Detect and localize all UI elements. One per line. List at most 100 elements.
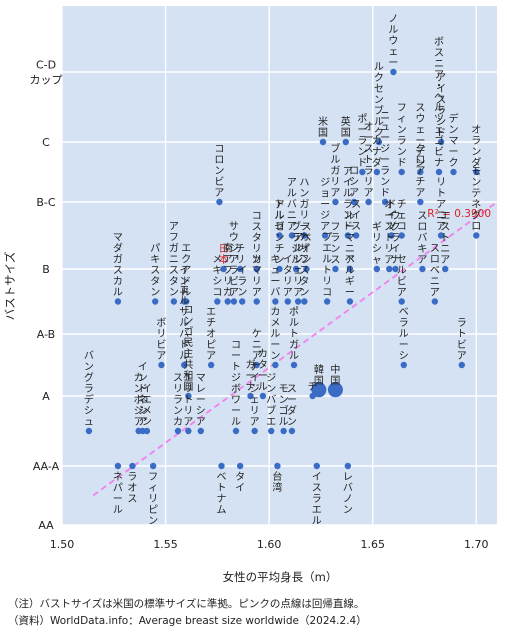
point-label: インドネシア — [138, 362, 148, 428]
point-label: タイ — [235, 471, 245, 494]
data-point — [288, 232, 296, 239]
point-label: イラン — [237, 266, 247, 299]
point-label: スペイン — [301, 222, 311, 266]
data-point — [236, 462, 244, 470]
point-label: マダガスカル — [113, 233, 123, 299]
point-label: カンボジア — [134, 372, 144, 428]
chart-notes: （注）バストサイズは米国の標準サイズに準拠。ピンクの点線は回帰直線。 （資料）W… — [8, 596, 503, 630]
point-label: フランス — [330, 222, 340, 266]
plot-area — [62, 6, 497, 525]
point-label: スイス — [351, 200, 361, 233]
x-axis-title: 女性の平均身長（m） — [223, 570, 338, 584]
data-point — [431, 298, 439, 305]
point-label: イタリア — [283, 255, 293, 299]
point-label: エチオピア — [206, 307, 216, 362]
data-point — [323, 298, 331, 305]
point-label: チェコ — [397, 199, 407, 233]
point-label: フィリピン — [148, 472, 158, 527]
data-point — [290, 361, 298, 369]
data-point — [276, 265, 283, 273]
point-label: スウェーデン — [415, 103, 425, 169]
point-label: ベトナム — [217, 471, 227, 516]
point-label: ボリビア — [156, 317, 166, 362]
point-label: モンテネグロ — [471, 167, 481, 233]
point-label: カナダ — [372, 135, 382, 169]
data-point — [139, 427, 146, 435]
data-point — [350, 198, 358, 206]
point-label: ブルガリア — [330, 142, 340, 199]
point-label: アイルランド — [343, 167, 353, 233]
y-tick-label: B-C — [36, 196, 56, 209]
point-label: ケニア — [252, 328, 262, 362]
data-point — [381, 198, 389, 206]
point-label: セルビア — [397, 254, 407, 299]
y-tick-label: C — [42, 136, 50, 149]
data-point — [344, 462, 352, 470]
data-point — [292, 265, 300, 273]
data-point — [268, 427, 275, 435]
data-point — [303, 265, 310, 273]
data-point — [311, 382, 327, 398]
point-label: フィンランド — [397, 103, 407, 169]
y-tick-label: カップ — [30, 74, 63, 87]
data-point — [239, 298, 246, 305]
point-label: ギリシャ — [372, 221, 382, 266]
data-point — [419, 265, 426, 273]
data-point — [272, 298, 279, 305]
data-point — [346, 298, 354, 305]
data-point — [386, 265, 393, 273]
point-label: エルサルバドル — [179, 285, 189, 362]
point-label: サウジアラビア — [229, 221, 239, 299]
y-tick-label: AA — [38, 519, 54, 532]
data-point — [442, 265, 449, 273]
data-point — [388, 232, 395, 239]
data-point — [327, 382, 343, 398]
point-label: オランダ — [471, 124, 481, 169]
point-label: チ — [308, 381, 318, 393]
point-label: プエルトリコ — [322, 232, 332, 299]
point-label: マレーシア — [196, 373, 206, 428]
data-point — [216, 198, 223, 206]
point-label: モンゴル — [279, 384, 289, 428]
point-label: ジンバブエ — [266, 373, 276, 428]
data-point — [332, 198, 339, 206]
regression-line — [92, 201, 498, 497]
data-point — [247, 392, 254, 400]
point-label: スロバキア — [417, 211, 427, 266]
point-label: スロベニア — [430, 244, 440, 299]
point-label: アルバニア — [287, 178, 297, 233]
data-point — [392, 265, 399, 273]
y-axis-title: バストサイズ — [3, 252, 17, 321]
point-label: キューバ — [270, 255, 280, 299]
point-label: ノルウェー — [388, 14, 398, 69]
point-label: ルーマニア — [345, 211, 355, 266]
point-label: ニュージーランド — [380, 111, 390, 199]
scatter-chart: 1.50 1.55 1.60 1.65 1.70 AA AA-A A A-B B B-C C C-D カッ… — [3, 6, 498, 584]
point-label: ハンガリー — [299, 178, 309, 233]
data-point — [253, 265, 260, 273]
data-point — [218, 462, 225, 470]
data-point — [398, 168, 405, 176]
data-point — [259, 392, 267, 400]
point-label: ナイジェリア — [250, 361, 260, 428]
data-point — [375, 138, 383, 146]
data-point — [473, 232, 480, 239]
data-point — [274, 462, 281, 470]
point-label: コスタリカ — [252, 211, 262, 266]
data-point — [288, 427, 296, 435]
point-label: インド — [179, 266, 189, 299]
point-label: ボスニア・ヘルツェゴビナ — [434, 36, 444, 169]
data-point — [181, 298, 188, 305]
point-label: リトアニア — [436, 178, 446, 233]
data-point — [284, 298, 291, 305]
data-point — [170, 298, 178, 305]
x-tick-label: 1.65 — [360, 538, 385, 551]
y-tick-label: B — [42, 263, 50, 276]
data-point — [473, 168, 480, 176]
data-point — [309, 392, 316, 400]
point-label: エリトリア — [183, 373, 193, 428]
point-label: アルゼンチン — [275, 200, 285, 266]
point-label: メキシコ — [212, 255, 222, 299]
point-label: チリ — [235, 243, 245, 266]
point-label: 南アフリカ — [223, 242, 233, 299]
